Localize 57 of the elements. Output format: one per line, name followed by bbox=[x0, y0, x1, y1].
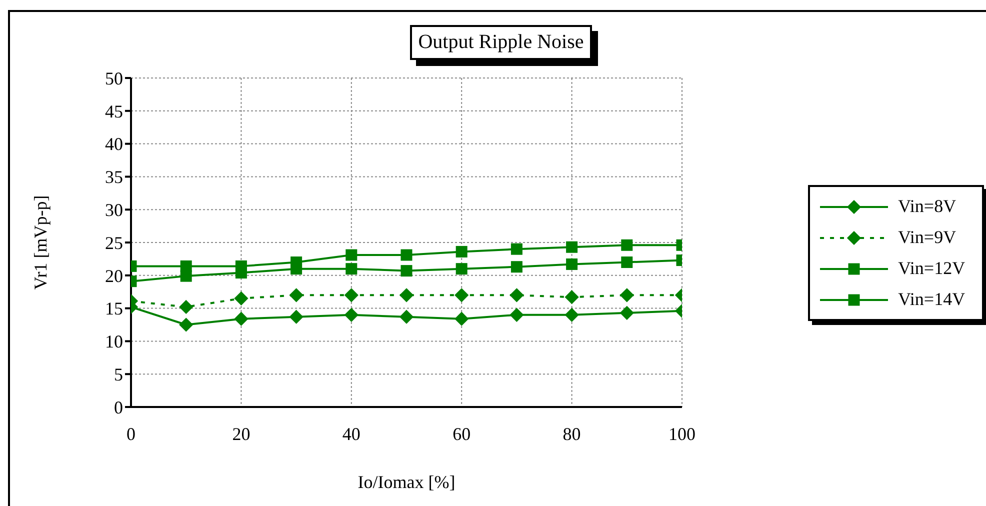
y-tick-label: 50 bbox=[105, 68, 123, 88]
point bbox=[510, 243, 522, 255]
point bbox=[454, 312, 468, 326]
legend-label: Vin=14V bbox=[898, 289, 966, 310]
point bbox=[566, 258, 578, 270]
y-tick-label: 0 bbox=[114, 397, 123, 418]
x-tick-label: 100 bbox=[668, 424, 696, 444]
y-tick-label: 30 bbox=[105, 200, 123, 220]
point bbox=[565, 290, 579, 304]
x-tick-label: 20 bbox=[232, 424, 250, 444]
x-tick-label: 60 bbox=[452, 424, 471, 444]
point bbox=[290, 288, 304, 302]
point bbox=[235, 260, 247, 272]
point bbox=[344, 288, 358, 302]
point bbox=[234, 312, 248, 326]
y-tick-label: 25 bbox=[105, 232, 123, 253]
point bbox=[621, 256, 633, 268]
point bbox=[620, 306, 634, 320]
point bbox=[344, 308, 358, 322]
x-axis-title: Io/Iomax [%] bbox=[358, 472, 456, 492]
y-tick-label: 40 bbox=[105, 134, 123, 154]
point bbox=[400, 265, 412, 277]
point bbox=[510, 261, 522, 273]
point bbox=[620, 288, 634, 302]
point bbox=[565, 308, 579, 322]
chart-title: Output Ripple Noise bbox=[410, 25, 592, 60]
y-tick-label: 35 bbox=[105, 167, 123, 188]
point bbox=[179, 300, 193, 314]
point bbox=[346, 263, 358, 275]
point bbox=[621, 239, 633, 251]
point bbox=[510, 308, 524, 322]
point bbox=[454, 288, 468, 302]
point bbox=[290, 310, 304, 324]
point bbox=[456, 246, 468, 258]
y-tick-label: 20 bbox=[105, 266, 123, 286]
legend-label: Vin=8V bbox=[898, 196, 956, 217]
point bbox=[290, 256, 302, 268]
point bbox=[566, 241, 578, 253]
y-tick-label: 5 bbox=[114, 364, 123, 384]
x-tick-label: 0 bbox=[126, 424, 136, 444]
point bbox=[234, 292, 248, 306]
point bbox=[346, 249, 358, 261]
x-tick-label: 80 bbox=[562, 424, 581, 444]
y-tick-label: 15 bbox=[105, 298, 123, 319]
point bbox=[400, 288, 414, 302]
y-axis-title: Vr1 [mVp-p] bbox=[30, 195, 50, 290]
point bbox=[180, 260, 192, 272]
point bbox=[456, 263, 468, 275]
y-tick-label: 45 bbox=[105, 101, 123, 122]
point bbox=[179, 318, 193, 332]
point bbox=[400, 310, 414, 324]
legend-label: Vin=9V bbox=[898, 227, 956, 248]
legend-label: Vin=12V bbox=[898, 258, 966, 279]
y-tick-label: 10 bbox=[105, 332, 123, 352]
x-tick-label: 40 bbox=[342, 424, 360, 444]
point bbox=[510, 288, 524, 302]
point bbox=[400, 249, 412, 261]
